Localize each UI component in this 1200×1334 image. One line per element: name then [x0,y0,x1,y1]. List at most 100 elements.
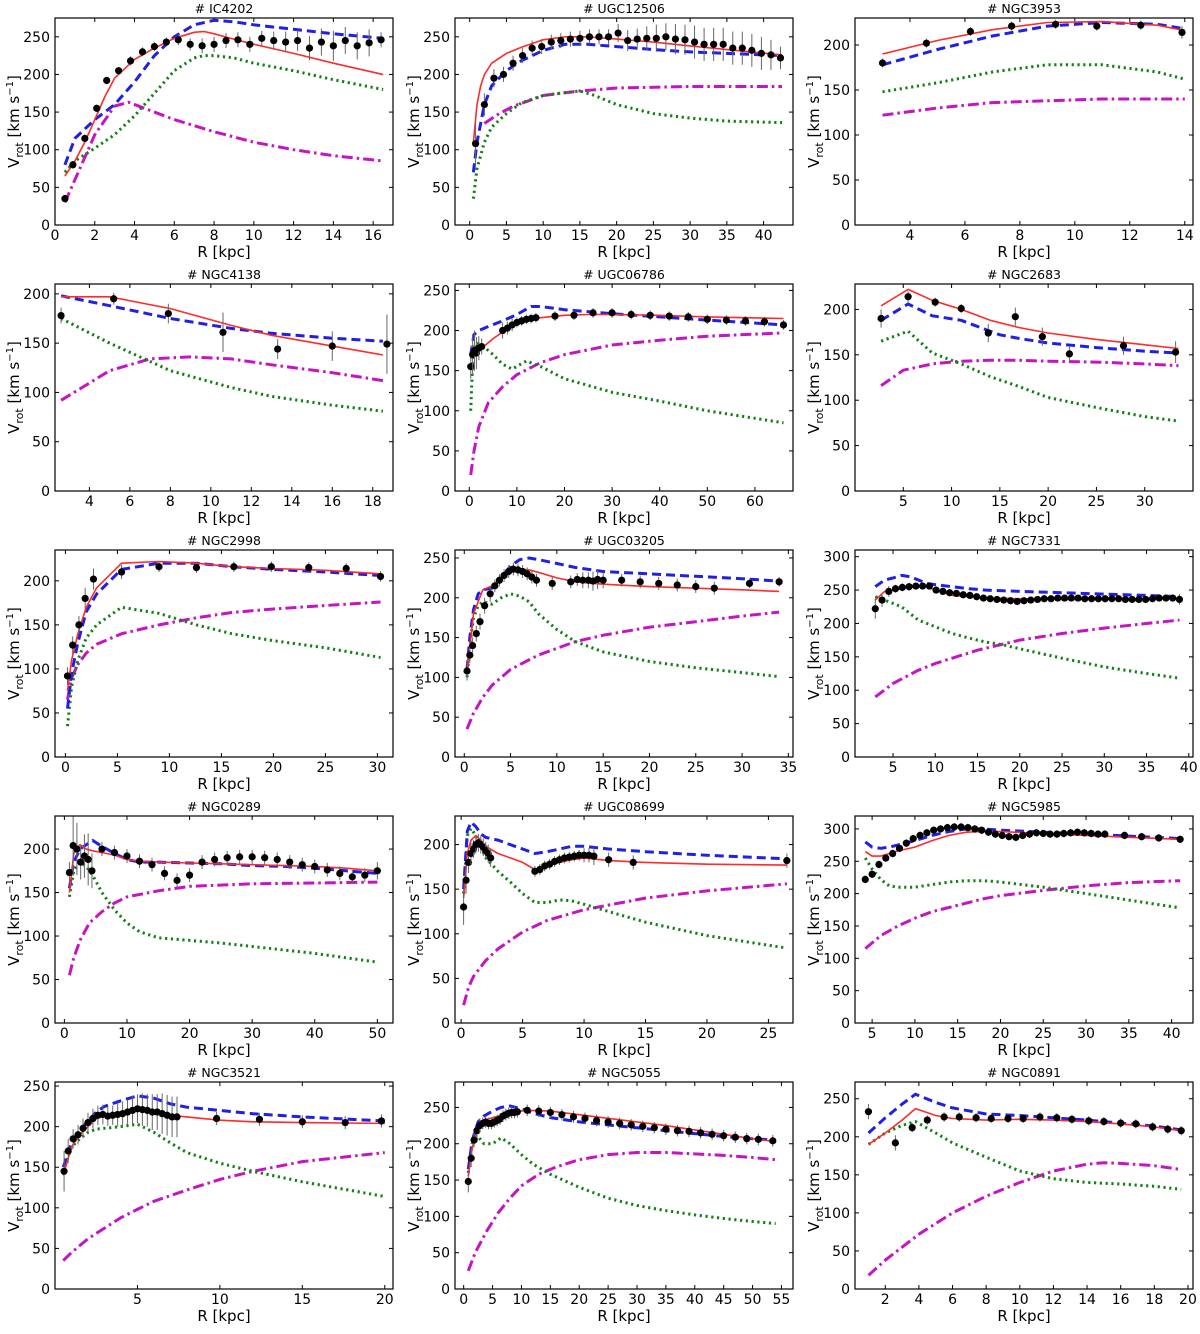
x-tick-label: 20 [641,760,659,776]
chart-svg: # IC4202 0 2 4 6 8 10 12 14 16 0 50 100 150 200 250 R [k… [5,1,394,261]
axes-frame [854,1081,1194,1290]
data-point [700,40,708,48]
data-point [548,579,556,588]
y-tick-label: 200 [23,287,50,303]
panel-ngc4138: # NGC4138 4 6 8 10 12 14 16 18 0 50 100 150 200 R [kpc… [0,266,400,532]
x-axis-label: R [kpc] [197,243,250,261]
data-point [148,861,156,869]
y-tick-label: 0 [441,750,450,766]
axes-frame [854,283,1194,492]
data-point [103,76,111,85]
y-tick-label: 100 [823,393,850,409]
x-tick-label: 4 [914,1292,923,1308]
x-tick-label: 5 [502,228,511,244]
data-point [377,1117,386,1125]
data-point [464,858,473,866]
y-tick-label: 200 [423,591,450,607]
y-axis-label: Vrot [km s−1] [405,341,426,434]
series-line-component1 [874,595,1180,680]
data-point [246,40,254,48]
y-tick-label: 0 [41,750,50,766]
data-point [509,59,517,67]
y-axis-label: Vrot [km s−1] [805,607,826,700]
data-point [495,576,504,584]
x-tick-label: 20 [608,228,626,244]
series-line-model [880,288,1179,350]
data-point [192,564,201,572]
y-tick-label: 50 [832,717,850,733]
chart-svg: # UGC06786 0 10 20 30 40 50 60 0 50 100 150 200 250 R … [405,267,794,527]
data-point [467,1154,475,1162]
axes-frame [54,283,394,492]
x-tick-label: 0 [60,1026,69,1042]
x-tick-label: 12 [1121,228,1139,244]
y-tick-label: 100 [823,951,850,967]
y-tick-label: 0 [441,1016,450,1032]
x-tick-label: 14 [324,228,342,244]
chart-svg: # NGC0289 0 10 20 30 40 50 0 50 100 150 200 R [kpc] V… [5,799,394,1059]
data-point [912,582,920,590]
data-point [1038,333,1046,341]
data-point [81,594,89,603]
panel-title: # NGC5985 [987,799,1061,814]
data-point [618,576,626,584]
x-tick-label: 10 [534,228,552,244]
data-point [662,1125,670,1133]
data-point [1033,595,1042,604]
x-tick-label: 5 [113,760,122,776]
data-point [703,315,711,323]
x-tick-label: 25 [1034,1026,1052,1042]
panel-title: # NGC3521 [187,1065,261,1080]
series-line-component2 [62,1151,385,1262]
data-point [950,823,958,831]
data-point [61,195,69,203]
data-point [1162,594,1170,602]
x-tick-label: 10 [1011,1292,1029,1308]
x-tick-label: 15 [212,760,230,776]
data-point [236,853,244,861]
data-point [916,831,924,840]
data-point [478,342,486,351]
plot-area [864,1092,1185,1277]
data-point [757,49,766,57]
data-point [1132,1120,1140,1128]
panel-ugc03205: # UGC03205 0 5 10 15 20 25 30 35 0 50 100 150 200 250 R… [400,532,800,798]
data-point [966,591,974,600]
data-point [1025,830,1034,838]
x-tick-label: 40 [306,1026,324,1042]
x-tick-label: 25 [1088,494,1106,510]
data-point [460,903,468,911]
data-point [69,641,77,649]
data-point [1101,595,1109,603]
y-tick-label: 0 [41,1016,50,1032]
y-tick-label: 50 [832,173,850,189]
data-point [1093,22,1101,30]
y-tick-label: 0 [41,484,50,500]
data-point [93,104,101,112]
y-axis-label: Vrot [km s−1] [5,607,26,700]
data-point [1073,828,1082,836]
y-tick-label: 100 [23,143,50,159]
data-point [57,311,65,320]
x-tick-label: 50 [698,494,716,510]
data-point [991,830,999,838]
y-tick-label: 50 [432,710,450,726]
x-tick-label: 25 [316,760,334,776]
panel-ugc06786: # UGC06786 0 10 20 30 40 50 60 0 50 100 150 200 250 R … [400,266,800,532]
data-point [248,853,256,861]
data-point [579,576,587,584]
x-tick-label: 50 [744,1292,762,1308]
x-axis-label: R [kpc] [197,1041,250,1059]
data-point [878,59,887,67]
data-point [776,54,785,62]
y-tick-label: 200 [423,67,450,83]
y-tick-label: 100 [423,1209,450,1225]
data-point [532,576,541,584]
x-axis-label: R [kpc] [597,775,650,793]
data-point [599,576,607,584]
data-point [729,44,737,52]
x-tick-label: 20 [1039,494,1057,510]
x-tick-label: 20 [1179,1292,1197,1308]
x-tick-label: 35 [657,1292,675,1308]
